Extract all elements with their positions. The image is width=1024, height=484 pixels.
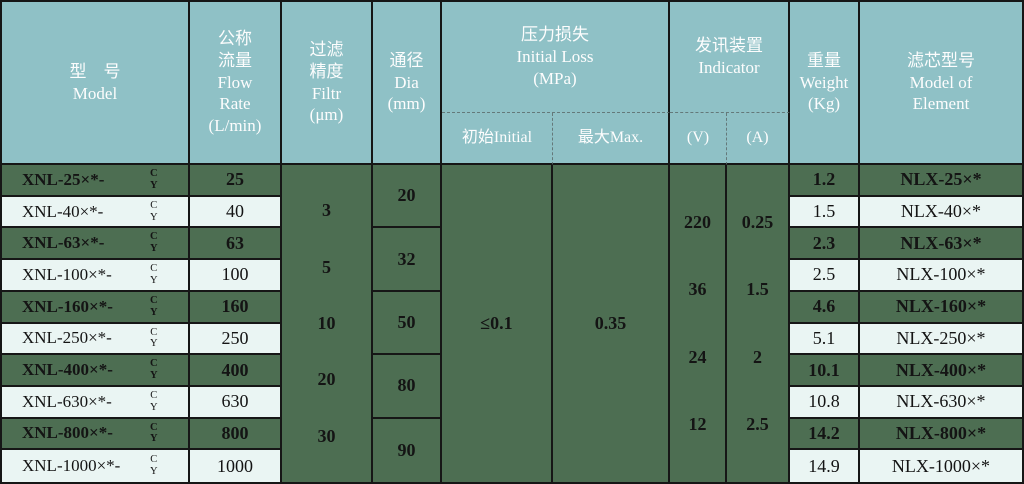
flow-cell: 630	[190, 386, 282, 419]
filtration-merged-cell: 3 5 10 20 30	[282, 165, 373, 482]
header-indicator: 发讯装置 Indicator	[670, 2, 790, 113]
model-code: XNL-100×*-	[22, 264, 112, 284]
element-cell: NLX-1000×*	[860, 450, 1022, 482]
filtr-value: 30	[317, 425, 336, 446]
flow-cell: 100	[190, 260, 282, 292]
volt-merged-cell: 220 36 24 12	[670, 165, 727, 482]
amp-value: 1.5	[746, 279, 769, 300]
weight-cell: 14.2	[790, 418, 860, 451]
dia-cell: 32	[373, 228, 442, 292]
filtr-value: 3	[322, 200, 331, 221]
volt-value: 24	[688, 346, 707, 367]
weight-cell: 4.6	[790, 291, 860, 324]
volt-value: 12	[688, 414, 707, 435]
model-cell: XNL-40×*- C Y	[2, 196, 190, 229]
filtr-value: 20	[317, 369, 336, 390]
volt-value: 220	[684, 211, 711, 232]
filtr-value: 5	[322, 256, 331, 277]
element-cell: NLX-63×*	[860, 228, 1022, 261]
header-volt: (V)	[670, 113, 727, 165]
header-model: 型 号 Model	[2, 2, 190, 165]
model-cell: XNL-630×*- C Y	[2, 386, 190, 419]
flow-cell: 1000	[190, 450, 282, 482]
initial-loss-merged-cell: ≤0.1	[442, 165, 553, 482]
model-cell: XNL-25×*- C Y	[2, 165, 190, 197]
model-cell: XNL-100×*- C Y	[2, 260, 190, 292]
element-cell: NLX-160×*	[860, 291, 1022, 324]
header-element: 滤芯型号 Model of Element	[860, 2, 1022, 165]
element-cell: NLX-630×*	[860, 386, 1022, 419]
weight-cell: 1.5	[790, 196, 860, 229]
dia-cell: 90	[373, 418, 442, 482]
model-cell: XNL-160×*- C Y	[2, 291, 190, 324]
model-cell: XNL-250×*- C Y	[2, 323, 190, 356]
dia-cell: 50	[373, 291, 442, 356]
volt-value: 36	[688, 279, 707, 300]
flow-cell: 40	[190, 196, 282, 229]
header-flow-rate: 公称 流量 Flow Rate (L/min)	[190, 2, 282, 165]
amp-value: 2	[753, 346, 762, 367]
flow-cell: 250	[190, 323, 282, 356]
model-code: XNL-40×*-	[22, 201, 104, 221]
model-code: XNL-800×*-	[22, 423, 113, 443]
filtr-value: 10	[317, 312, 336, 333]
weight-cell: 10.1	[790, 355, 860, 387]
header-filtration: 过滤 精度 Filtr (μm)	[282, 2, 373, 165]
dia-cell: 80	[373, 355, 442, 419]
model-code: XNL-160×*-	[22, 296, 113, 316]
dia-cell: 20	[373, 165, 442, 229]
flow-cell: 25	[190, 165, 282, 197]
model-cell: XNL-400×*- C Y	[2, 355, 190, 387]
max-loss-merged-cell: 0.35	[553, 165, 670, 482]
model-code: XNL-630×*-	[22, 391, 112, 411]
element-cell: NLX-25×*	[860, 165, 1022, 197]
weight-cell: 2.3	[790, 228, 860, 261]
weight-cell: 10.8	[790, 386, 860, 419]
element-cell: NLX-800×*	[860, 418, 1022, 451]
flow-cell: 63	[190, 228, 282, 261]
header-initial: 初始Initial	[442, 113, 553, 165]
header-weight: 重量 Weight (Kg)	[790, 2, 860, 165]
weight-cell: 14.9	[790, 450, 860, 482]
amp-value: 2.5	[746, 414, 769, 435]
model-code: XNL-250×*-	[22, 328, 112, 348]
model-cell: XNL-1000×*- C Y	[2, 450, 190, 482]
amp-merged-cell: 0.25 1.5 2 2.5	[727, 165, 790, 482]
element-cell: NLX-250×*	[860, 323, 1022, 356]
model-code: XNL-400×*-	[22, 360, 113, 380]
model-code: XNL-25×*-	[22, 169, 105, 189]
flow-cell: 400	[190, 355, 282, 387]
model-cell: XNL-800×*- C Y	[2, 418, 190, 451]
header-dia: 通径 Dia (mm)	[373, 2, 442, 165]
weight-cell: 1.2	[790, 165, 860, 197]
element-cell: NLX-100×*	[860, 260, 1022, 292]
flow-cell: 800	[190, 418, 282, 451]
flow-cell: 160	[190, 291, 282, 324]
model-code: XNL-1000×*-	[22, 456, 121, 476]
model-cell: XNL-63×*- C Y	[2, 228, 190, 261]
header-pressure-loss: 压力损失 Initial Loss (MPa)	[442, 2, 670, 113]
amp-value: 0.25	[741, 211, 774, 232]
model-code: XNL-63×*-	[22, 233, 105, 253]
header-amp: (A)	[727, 113, 790, 165]
element-cell: NLX-400×*	[860, 355, 1022, 387]
weight-cell: 2.5	[790, 260, 860, 292]
element-cell: NLX-40×*	[860, 196, 1022, 229]
weight-cell: 5.1	[790, 323, 860, 356]
header-max: 最大Max.	[553, 113, 670, 165]
